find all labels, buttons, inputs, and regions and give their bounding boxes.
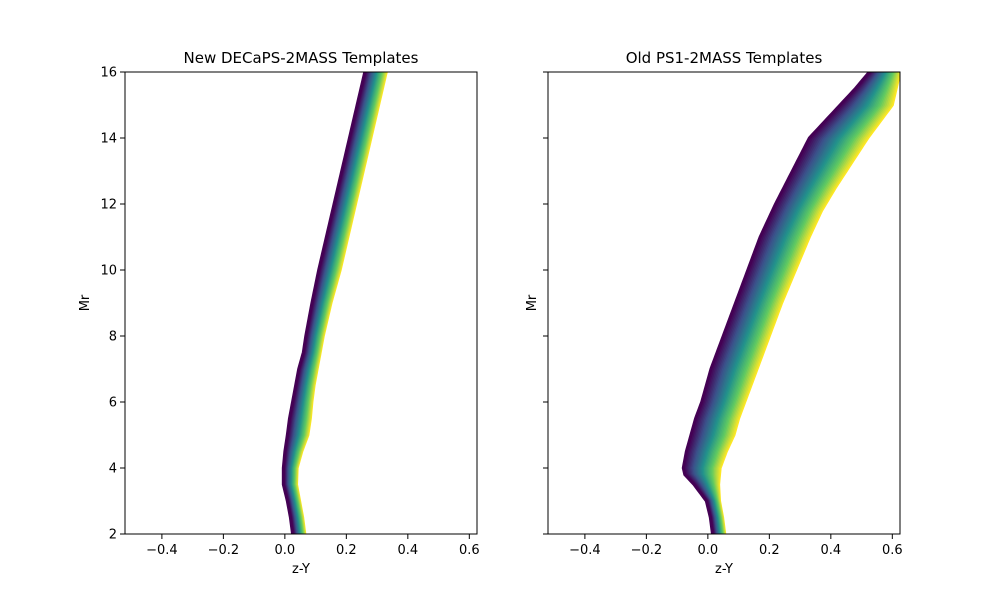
y-tick-label: 4 [109, 462, 117, 477]
y-axis-label: Mr [525, 294, 540, 311]
template-curve [281, 72, 367, 534]
chart-title: Old PS1-2MASS Templates [626, 49, 823, 67]
x-tick-label: −0.2 [208, 543, 240, 558]
y-tick-label: 16 [100, 66, 117, 81]
template-curves [681, 72, 900, 534]
axes-frame [547, 71, 901, 535]
y-tick-label: 14 [100, 132, 117, 147]
x-axis-label: z-Y [292, 562, 310, 577]
x-tick-label: 0.4 [397, 543, 418, 558]
x-tick-label: 0.2 [759, 543, 780, 558]
y-tick-label: 12 [100, 198, 117, 213]
x-tick-label: 0.2 [336, 543, 357, 558]
x-tick-label: 0.0 [698, 543, 719, 558]
y-tick-label: 2 [109, 528, 117, 543]
x-tick-label: 0.0 [275, 543, 296, 558]
x-tick-label: 0.6 [882, 543, 903, 558]
x-tick-label: 0.4 [820, 543, 841, 558]
y-axis-label: Mr [78, 294, 93, 311]
left-plot-panel: −0.4 −0.2 0.0 0.2 0.4 0.6 2 4 6 8 10 12 14 16 z-Y Mr New… [78, 49, 480, 577]
template-curve [295, 72, 388, 534]
y-tick-label: 6 [109, 396, 117, 411]
x-tick-label: −0.2 [631, 543, 663, 558]
x-tick-label: −0.4 [569, 543, 601, 558]
axes-frame [124, 71, 478, 535]
chart-title: New DECaPS-2MASS Templates [184, 49, 419, 67]
y-tick-label: 8 [109, 330, 117, 345]
y-tick-label: 10 [100, 264, 117, 279]
x-axis-label: z-Y [715, 562, 733, 577]
template-curve [294, 72, 388, 534]
x-tick-label: −0.4 [146, 543, 178, 558]
template-curve [681, 72, 871, 534]
x-tick-label: 0.6 [459, 543, 480, 558]
right-plot-panel: −0.4 −0.2 0.0 0.2 0.4 0.6 z-Y Mr Old PS1-2MASS T… [525, 49, 903, 577]
template-curves [281, 72, 388, 534]
